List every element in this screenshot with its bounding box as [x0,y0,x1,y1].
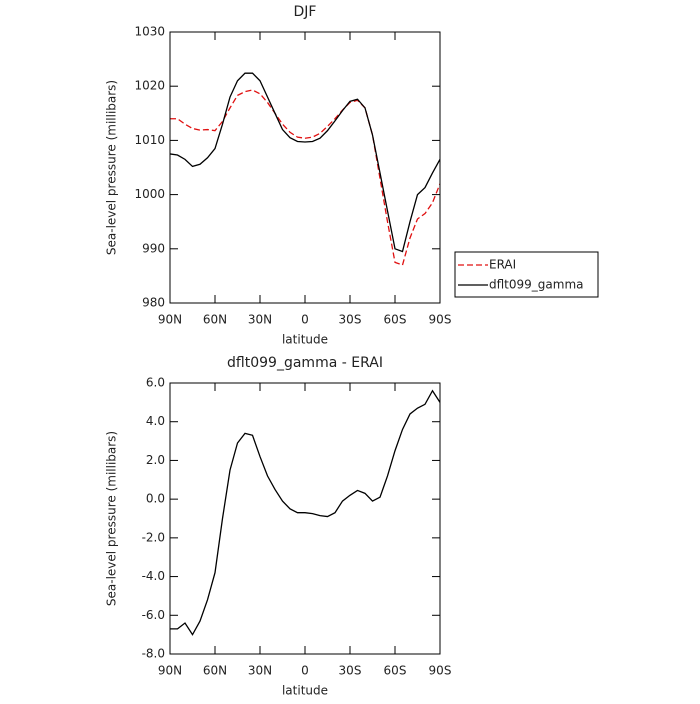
y-tick-label: -4.0 [142,569,165,583]
x-axis-label: latitude [282,333,328,347]
x-tick-label: 60S [384,664,407,678]
y-tick-label: 6.0 [146,376,165,390]
legend-label: ERAI [489,258,516,272]
x-tick-label: 30N [248,313,272,327]
x-tick-label: 30S [339,664,362,678]
y-tick-label: -8.0 [142,647,165,661]
y-tick-label: 1020 [134,79,165,93]
x-tick-label: 90S [429,664,452,678]
y-tick-label: 1000 [134,187,165,201]
chart-title: dflt099_gamma - ERAI [227,355,383,371]
y-tick-label: 2.0 [146,453,165,467]
y-axis-label: Sea-level pressure (millibars) [105,431,119,606]
x-axis-label: latitude [282,684,328,698]
data-line [170,89,441,266]
x-tick-label: 60N [203,664,227,678]
plot-frame [169,382,441,655]
x-tick-label: 90S [429,313,452,327]
x-tick-label: 60N [203,313,227,327]
x-tick-label: 60S [384,313,407,327]
chart-title: DJF [294,4,317,20]
legend-box [454,251,599,298]
x-tick-label: 90N [158,664,182,678]
plot-frame [169,31,441,304]
y-tick-label: 980 [142,296,165,310]
y-tick-label: -2.0 [142,530,165,544]
data-line [170,389,441,636]
x-tick-label: 0 [301,664,309,678]
legend-label: dflt099_gamma [489,278,584,292]
y-tick-label: 990 [142,241,165,255]
x-tick-label: 90N [158,313,182,327]
y-tick-label: -6.0 [142,608,165,622]
x-tick-label: 30N [248,664,272,678]
y-tick-label: 1010 [134,133,165,147]
y-tick-label: 4.0 [146,414,165,428]
y-axis-label: Sea-level pressure (millibars) [105,80,119,255]
x-tick-label: 0 [301,313,309,327]
y-tick-label: 0.0 [146,492,165,506]
y-tick-label: 1030 [134,25,165,39]
x-tick-label: 30S [339,313,362,327]
data-line [169,72,441,253]
